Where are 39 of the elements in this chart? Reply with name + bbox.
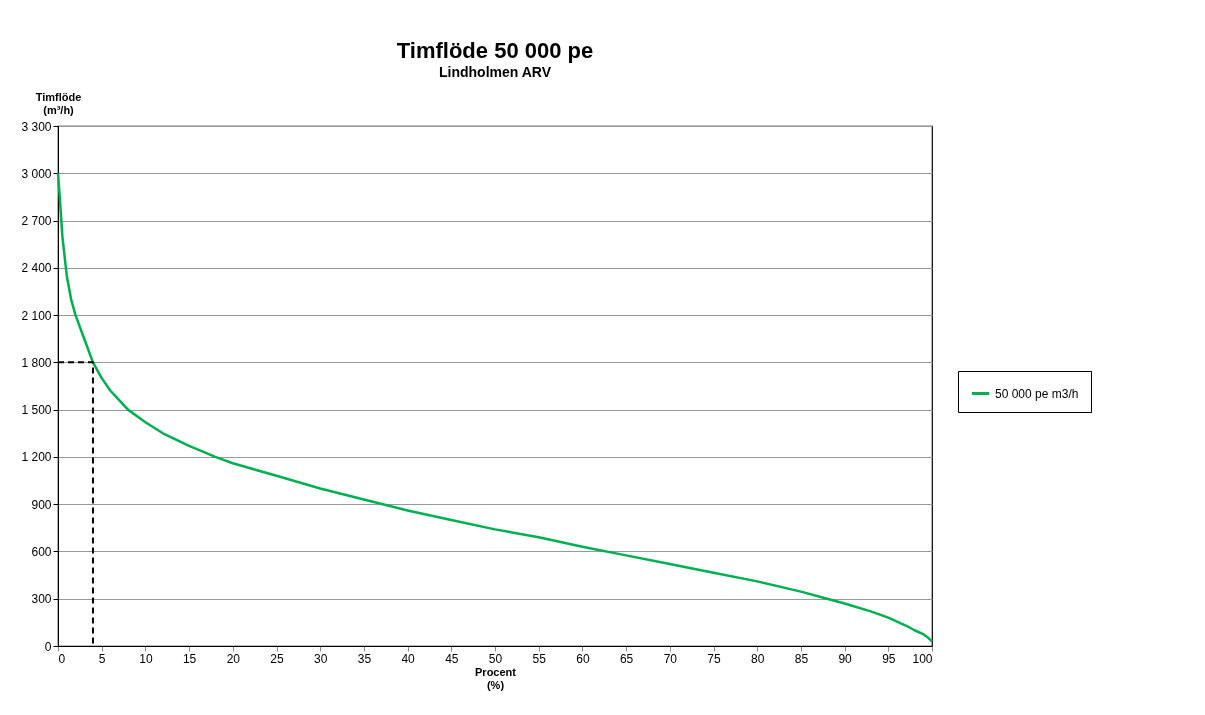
y-tick-label: 2 400 xyxy=(21,261,52,276)
chart-subtitle: Lindholmen ARV xyxy=(439,64,552,80)
x-tick-label: 95 xyxy=(882,651,896,666)
legend-label: 50 000 pe m3/h xyxy=(995,386,1079,401)
y-tick-label: 2 100 xyxy=(21,308,52,323)
x-tick-label: 100 xyxy=(912,651,933,666)
y-tick-label: 1 200 xyxy=(21,450,52,465)
x-tick-label: 0 xyxy=(58,651,66,666)
x-tick-label: 65 xyxy=(619,651,634,666)
x-tick-label: 20 xyxy=(226,651,241,666)
y-tick-label: 0 xyxy=(44,639,52,654)
x-tick-label: 75 xyxy=(707,651,721,666)
y-tick-label: 900 xyxy=(31,497,52,512)
x-tick-label: 90 xyxy=(838,651,853,666)
x-tick-label: 10 xyxy=(139,651,153,666)
x-tick-label: 60 xyxy=(576,651,590,666)
x-tick-label: 70 xyxy=(663,651,678,666)
y-tick-label: 1 500 xyxy=(21,403,52,418)
x-tick-label: 15 xyxy=(182,651,197,666)
y-tick-label: 2 700 xyxy=(21,214,52,229)
x-axis-title: Procent (%) xyxy=(475,665,517,691)
x-tick-label: 85 xyxy=(794,651,809,666)
y-tick-label: 600 xyxy=(31,544,52,559)
x-tick-label: 80 xyxy=(751,651,765,666)
y-axis-title: Timflöde (m³/h) xyxy=(35,90,82,116)
chart-title: Timflöde 50 000 pe xyxy=(396,38,594,63)
y-tick-label: 3 000 xyxy=(21,166,52,181)
x-tick-label: 5 xyxy=(98,651,106,666)
x-tick-label: 45 xyxy=(445,651,459,666)
x-tick-label: 25 xyxy=(270,651,284,666)
y-tick-label: 1 800 xyxy=(21,355,52,370)
x-tick-label: 55 xyxy=(532,651,547,666)
x-tick-label: 35 xyxy=(357,651,372,666)
x-tick-label: 30 xyxy=(314,651,328,666)
line-series xyxy=(56,172,934,643)
y-tick-label: 3 300 xyxy=(21,119,52,134)
y-tick-label: 300 xyxy=(31,592,52,607)
x-tick-label: 50 xyxy=(488,651,503,666)
x-tick-label: 40 xyxy=(401,651,416,666)
